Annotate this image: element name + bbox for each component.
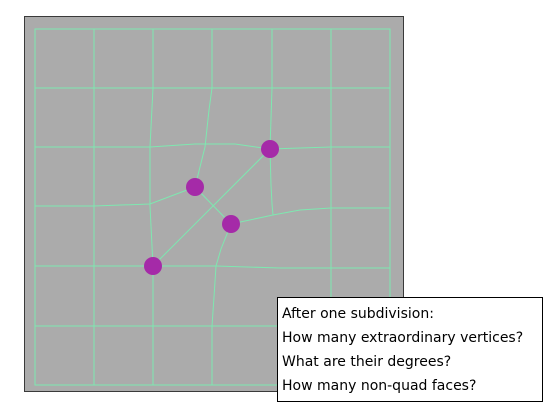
extraordinary-vertex bbox=[144, 257, 162, 275]
question-box: After one subdivision: How many extraord… bbox=[277, 297, 543, 402]
question-non-quad-faces: How many non-quad faces? bbox=[282, 378, 477, 394]
mesh-edge bbox=[269, 148, 274, 216]
question-heading: After one subdivision: bbox=[282, 306, 434, 322]
question-extraordinary-vertices: How many extraordinary vertices? bbox=[282, 330, 524, 346]
question-degrees: What are their degrees? bbox=[282, 354, 452, 370]
mesh-edge bbox=[230, 207, 390, 225]
mesh-edge bbox=[269, 29, 273, 150]
mesh-edge bbox=[194, 29, 213, 188]
extraordinary-vertex bbox=[186, 178, 204, 196]
extraordinary-vertices bbox=[144, 140, 279, 275]
mesh-edge bbox=[35, 265, 390, 269]
grid-lines bbox=[34, 28, 391, 386]
mesh-edge bbox=[211, 223, 232, 385]
mesh-diagonal-edge bbox=[152, 148, 271, 267]
mesh-edge bbox=[149, 29, 154, 385]
mesh-edge bbox=[35, 143, 390, 150]
extraordinary-vertex bbox=[222, 215, 240, 233]
mesh-edge bbox=[35, 186, 196, 207]
extraordinary-vertex bbox=[261, 140, 279, 158]
